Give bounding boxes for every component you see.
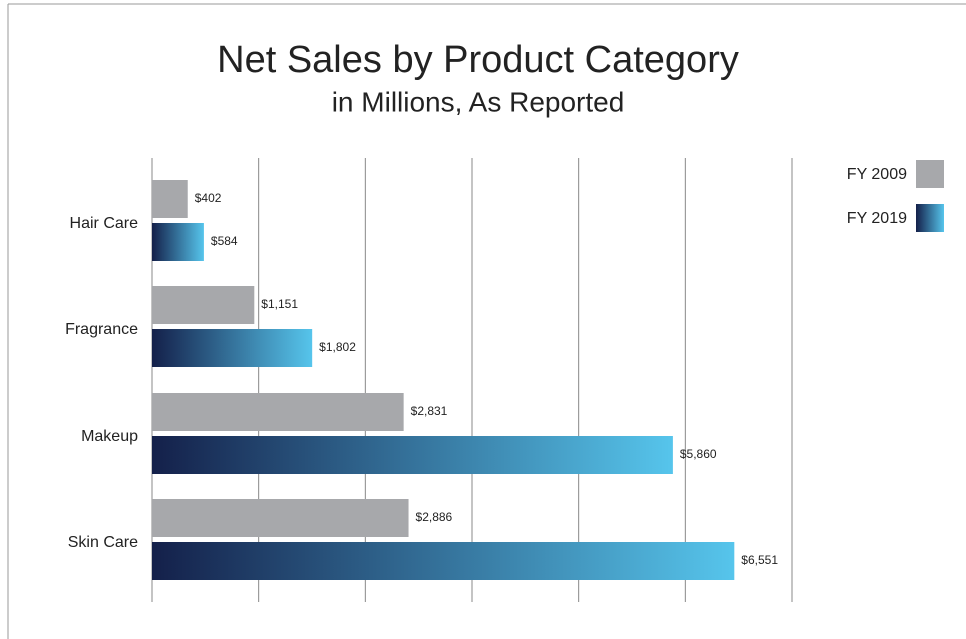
- value-label: $1,151: [261, 297, 298, 311]
- legend-label: FY 2019: [847, 210, 907, 227]
- category-label: Fragrance: [65, 321, 138, 338]
- value-label: $402: [195, 191, 222, 205]
- category-label: Hair Care: [70, 215, 139, 232]
- bar: [152, 180, 188, 218]
- bar: [152, 329, 313, 367]
- legend-label: FY 2009: [847, 166, 907, 183]
- legend-swatch: [916, 204, 944, 232]
- bar: [152, 393, 404, 431]
- bar: [152, 499, 409, 537]
- category-label: Skin Care: [68, 534, 138, 551]
- chart-subtitle: in Millions, As Reported: [332, 86, 625, 117]
- value-label: $6,551: [741, 553, 778, 567]
- bar: [152, 436, 673, 474]
- bar: [152, 286, 255, 324]
- bar: [152, 542, 735, 580]
- value-label: $2,886: [416, 510, 453, 524]
- value-label: $2,831: [411, 404, 448, 418]
- value-label: $584: [211, 234, 238, 248]
- legend-swatch: [916, 160, 944, 188]
- category-label: Makeup: [81, 428, 138, 445]
- value-label: $5,860: [680, 447, 717, 461]
- bar: [152, 223, 204, 261]
- value-label: $1,802: [319, 340, 356, 354]
- chart-title: Net Sales by Product Category: [217, 39, 739, 81]
